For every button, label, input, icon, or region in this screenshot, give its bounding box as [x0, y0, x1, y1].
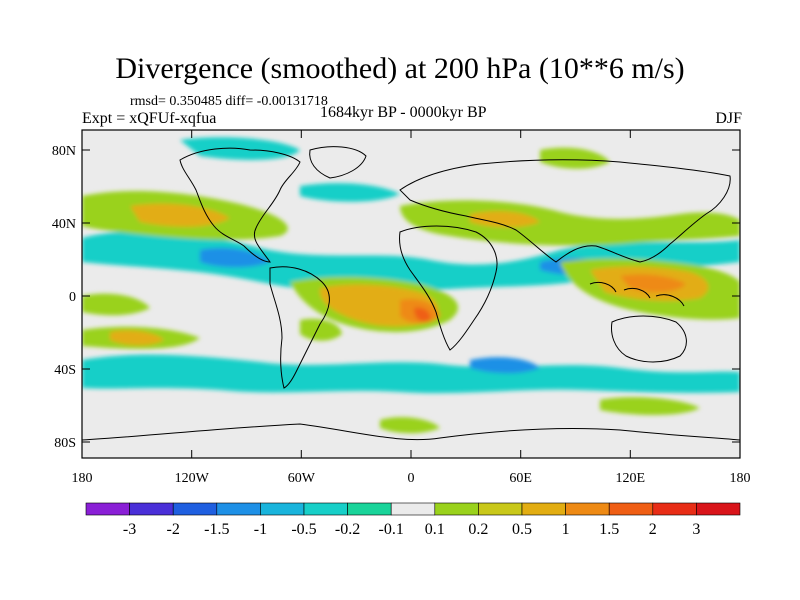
colorbar-swatch — [85, 502, 130, 516]
colorbar-label: 0.2 — [468, 521, 488, 538]
colorbar-swatch — [565, 502, 610, 516]
colorbar-swatch — [652, 502, 697, 516]
lon-label: 60W — [288, 471, 316, 486]
coast-africa — [399, 225, 498, 351]
colorbar-label: -0.5 — [291, 521, 316, 538]
colorbar-swatch — [172, 502, 218, 516]
field-blob — [380, 417, 440, 434]
field-blob — [110, 330, 164, 346]
coast-north-america — [179, 147, 301, 263]
field-blob — [600, 397, 700, 415]
lat-axis: 80N 40N 0 40S 80S — [52, 144, 740, 451]
field-blob — [200, 247, 270, 268]
field-blob — [130, 203, 230, 227]
coast-south-america — [269, 266, 330, 389]
field-blob — [300, 318, 342, 341]
field-blob — [300, 183, 400, 202]
lat-label: 0 — [69, 290, 76, 305]
lon-label: 180 — [730, 471, 751, 486]
coast-greenland — [309, 146, 367, 179]
field-blob — [400, 200, 740, 246]
coast-maritime — [589, 281, 685, 307]
colorbar-swatch — [260, 502, 305, 516]
lon-label: 120W — [175, 471, 210, 486]
lon-label: 180 — [72, 471, 93, 486]
colorbar-swatch — [608, 502, 654, 516]
colorbar-label: 1.5 — [599, 521, 619, 538]
lat-label: 40N — [52, 217, 76, 232]
colorbar-swatch — [347, 502, 392, 516]
field-layer — [82, 137, 740, 434]
field-blob — [620, 274, 686, 293]
field-blob — [414, 307, 431, 322]
colorbar-swatch — [129, 502, 174, 516]
lon-label: 120E — [616, 471, 646, 486]
colorbar-swatch — [390, 502, 436, 516]
colorbar-label: 3 — [692, 521, 700, 538]
lat-label: 80S — [54, 436, 76, 451]
lat-label: 40S — [54, 363, 76, 378]
colorbar-label: 0.5 — [512, 521, 532, 538]
colorbar-label: -1 — [254, 521, 267, 538]
field-blob — [470, 357, 540, 374]
field-blob — [82, 293, 150, 316]
coast-australia — [611, 315, 687, 363]
map-title: Divergence (smoothed) at 200 hPa (10**6 … — [115, 52, 685, 85]
period-label: 1684kyr BP - 0000kyr BP — [320, 104, 487, 121]
field-blob — [540, 147, 610, 169]
field-blob — [470, 211, 540, 228]
coast-eurasia — [399, 159, 731, 263]
colorbar-label: 2 — [649, 521, 657, 538]
colorbar-label: -0.2 — [335, 521, 360, 538]
lon-axis: 180 120W 60W 0 60E 120E 180 — [72, 130, 751, 486]
field-blob — [82, 354, 740, 394]
colorbar-swatch — [303, 502, 348, 516]
coast-antarctica — [82, 423, 740, 441]
lat-label: 80N — [52, 144, 76, 159]
lon-label: 60E — [509, 471, 532, 486]
colorbar-swatch — [434, 502, 479, 516]
colorbar-swatch — [696, 502, 741, 516]
colorbar-label: -1.5 — [204, 521, 229, 538]
colorbar-label: -2 — [167, 521, 180, 538]
lon-label: 0 — [408, 471, 415, 486]
coastlines — [82, 146, 740, 441]
colorbar-swatch — [521, 502, 566, 516]
colorbar-label: 1 — [562, 521, 570, 538]
experiment-label: Expt = xQFUf-xqfua — [82, 110, 217, 127]
colorbar-swatch — [216, 502, 261, 516]
colorbar-label: -0.1 — [379, 521, 404, 538]
colorbar-label: -3 — [123, 521, 136, 538]
season-label: DJF — [715, 110, 742, 127]
colorbar-swatch — [478, 502, 523, 516]
stats-line: rmsd= 0.350485 diff= -0.00131718 — [130, 94, 328, 109]
colorbar-label: 0.1 — [425, 521, 445, 538]
